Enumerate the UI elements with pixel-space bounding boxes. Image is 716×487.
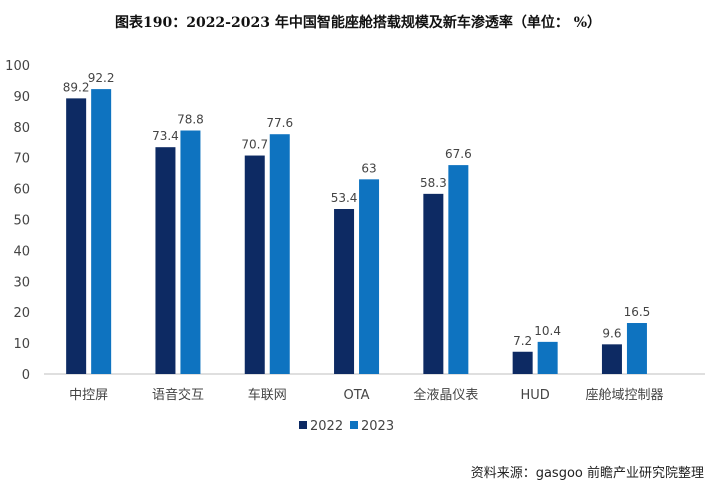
- data-label: 78.8: [177, 113, 204, 127]
- data-label: 53.4: [331, 191, 358, 205]
- bar-2022: [512, 351, 533, 374]
- bar-2023: [359, 179, 380, 374]
- data-label: 92.2: [88, 71, 115, 85]
- legend-swatch: [299, 421, 307, 429]
- data-label: 10.4: [534, 324, 561, 338]
- bar-2023: [626, 323, 647, 374]
- bar-2022: [244, 155, 265, 374]
- bar-2022: [66, 98, 87, 374]
- bar-2023: [269, 134, 290, 374]
- y-tick-label: 10: [13, 337, 30, 352]
- y-tick-label: 50: [13, 214, 30, 229]
- x-tick-label: 座舱域控制器: [585, 388, 663, 403]
- data-label: 67.6: [445, 147, 472, 161]
- bar-2023: [91, 89, 112, 375]
- y-tick-label: 60: [13, 183, 30, 198]
- bar-2022: [423, 193, 444, 374]
- data-label: 16.5: [624, 305, 651, 319]
- y-tick-label: 100: [5, 59, 30, 74]
- x-tick-label: OTA: [344, 388, 370, 403]
- x-tick-label: 全液晶仪表: [413, 387, 478, 403]
- y-tick-label: 90: [13, 90, 30, 105]
- bar-2022: [334, 208, 355, 374]
- data-label: 7.2: [513, 334, 532, 348]
- x-tick-label: 车联网: [248, 387, 287, 403]
- y-tick-label: 80: [13, 121, 30, 136]
- legend-label: 2022: [310, 419, 343, 434]
- source-note: 资料来源：gasgoo 前瞻产业研究院整理: [470, 466, 704, 481]
- data-label: 9.6: [602, 326, 621, 340]
- data-label: 89.2: [63, 80, 90, 94]
- y-tick-label: 30: [13, 275, 30, 290]
- data-label: 73.4: [152, 129, 179, 143]
- data-label: 63: [361, 161, 376, 175]
- legend-label: 2023: [361, 419, 394, 434]
- x-tick-label: 语音交互: [152, 387, 204, 403]
- y-tick-label: 0: [22, 368, 30, 383]
- bar-2022: [601, 344, 622, 374]
- data-label: 70.7: [241, 138, 268, 152]
- x-tick-label: HUD: [520, 388, 549, 403]
- bar-2023: [448, 165, 469, 374]
- data-label: 58.3: [420, 176, 447, 190]
- x-tick-label: 中控屏: [69, 388, 108, 403]
- bar-2023: [180, 130, 201, 374]
- legend-swatch: [350, 421, 358, 429]
- y-tick-label: 20: [13, 306, 30, 321]
- bar-2022: [155, 147, 176, 374]
- y-tick-label: 40: [13, 244, 30, 259]
- data-label: 77.6: [266, 116, 293, 130]
- y-tick-label: 70: [13, 152, 30, 167]
- chart-title: 图表190：2022-2023 年中国智能座舱搭载规模及新车渗透率（单位： %）: [114, 15, 601, 31]
- bar-2023: [537, 341, 558, 374]
